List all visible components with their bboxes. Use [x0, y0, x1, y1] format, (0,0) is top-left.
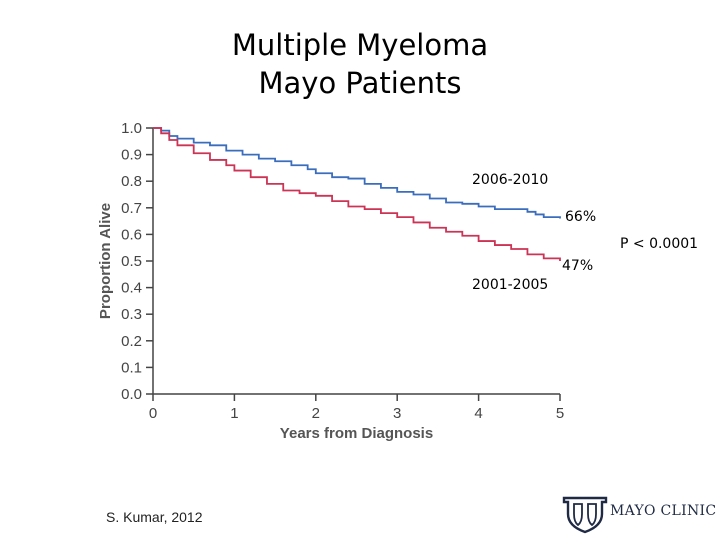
- series-label-2006-2010: 2006-2010: [472, 172, 548, 188]
- y-tick-label: 0.6: [121, 226, 142, 243]
- x-tick-label: 0: [149, 405, 157, 422]
- y-tick-label: 1.0: [121, 120, 142, 137]
- series-line-2006-2010: [153, 127, 561, 219]
- y-tick-label: 0.2: [121, 333, 142, 350]
- citation: S. Kumar, 2012: [106, 509, 203, 525]
- p-value-annotation: P < 0.0001: [620, 236, 698, 252]
- y-tick-label: 0.9: [121, 147, 142, 164]
- title-line-2: Mayo Patients: [258, 66, 462, 100]
- title-line-1: Multiple Myeloma: [231, 28, 489, 62]
- y-tick-label: 0.5: [121, 253, 142, 270]
- slide-title: Multiple Myeloma Mayo Patients: [0, 26, 720, 102]
- x-tick-label: 5: [556, 405, 564, 422]
- mayo-clinic-logo: MAYO CLINIC: [562, 496, 720, 534]
- x-tick-label: 1: [230, 405, 238, 422]
- x-tick-label: 3: [393, 405, 401, 422]
- y-tick-label: 0.8: [121, 173, 142, 190]
- y-tick-label: 0.1: [121, 359, 142, 376]
- x-tick-label: 4: [474, 405, 482, 422]
- y-tick-label: 0.7: [121, 200, 142, 217]
- logo-text: MAYO CLINIC: [610, 503, 717, 519]
- y-axis-title: Proportion Alive: [97, 203, 114, 319]
- mayo-shields-icon: [562, 496, 608, 534]
- y-tick-label: 0.0: [121, 386, 142, 403]
- x-tick-label: 2: [312, 405, 320, 422]
- end-label-47: 47%: [562, 258, 593, 274]
- series-label-2001-2005: 2001-2005: [472, 277, 548, 293]
- series-line-2001-2005: [153, 127, 561, 261]
- y-tick-label: 0.3: [121, 306, 142, 323]
- end-label-66: 66%: [565, 209, 596, 225]
- y-tick-label: 0.4: [121, 280, 142, 297]
- x-axis-title: Years from Diagnosis: [280, 425, 433, 442]
